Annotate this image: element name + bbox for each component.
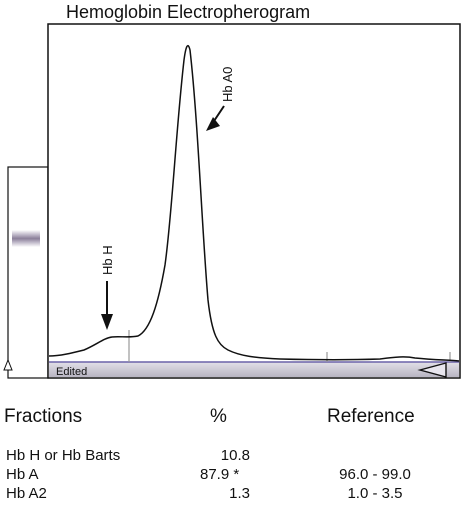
percent-header: % [210, 406, 227, 427]
table-row-percent: 10.8 [220, 447, 250, 464]
table-row-percent: 87.9 * [200, 466, 240, 483]
table-row-name: Hb A2 [6, 485, 47, 502]
gel-strip-frame [7, 166, 49, 379]
hb-h-arrow-icon [101, 281, 113, 330]
hb-a0-label: Hb A0 [220, 67, 235, 102]
gel-marker-arrow-icon [3, 358, 13, 371]
electropherogram-trace [48, 44, 460, 362]
table-row-name: Hb H or Hb Barts [6, 447, 121, 464]
table-row-name: Hb A [6, 466, 39, 483]
electropherogram-plot: Edited Hb A0 Hb H [3, 23, 461, 379]
table-row-percent: 1.3 [229, 485, 250, 502]
scroll-left-icon[interactable] [417, 362, 447, 378]
hb-a0-arrow-icon [206, 105, 225, 131]
fractions-header: Fractions [4, 406, 83, 427]
baseline-bar [49, 362, 459, 377]
gel-band [12, 230, 40, 247]
reference-header: Reference [327, 406, 415, 427]
chart-title: Hemoglobin Electropherogram [66, 2, 311, 22]
edited-label: Edited [56, 366, 87, 378]
table-row-reference: 96.0 - 99.0 [339, 466, 411, 483]
plot-frame [47, 23, 461, 379]
hb-h-label: Hb H [100, 245, 115, 275]
table-row-reference: 1.0 - 3.5 [347, 485, 403, 502]
